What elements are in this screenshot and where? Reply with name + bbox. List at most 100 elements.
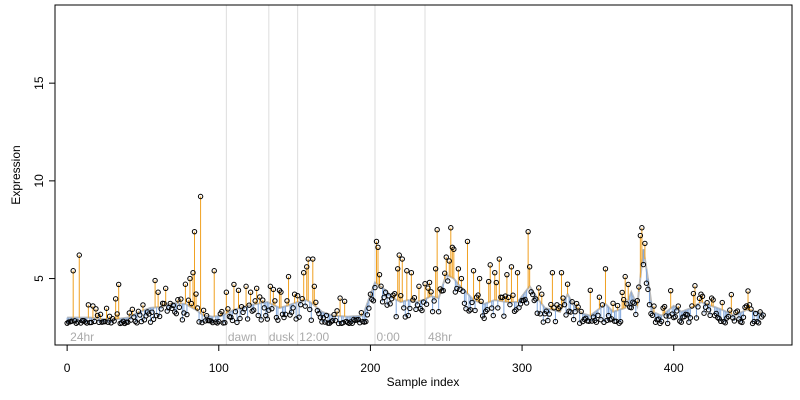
- data-point: [395, 266, 401, 272]
- data-point: [549, 270, 556, 276]
- data-point: [690, 290, 697, 297]
- annotation-label: 24hr: [70, 330, 94, 344]
- data-point: [440, 287, 446, 294]
- data-point: [663, 313, 669, 319]
- annotation-label: 0:00: [376, 330, 400, 344]
- data-point: [728, 291, 735, 298]
- data-point: [363, 318, 369, 325]
- data-point: [103, 305, 110, 311]
- x-axis-title: Sample index: [387, 375, 460, 389]
- data-point: [476, 275, 483, 282]
- data-point: [428, 289, 434, 295]
- data-point: [445, 278, 451, 284]
- data-point: [501, 313, 507, 319]
- data-point: [664, 320, 671, 327]
- data-point: [526, 264, 533, 270]
- data-point: [241, 306, 248, 312]
- data-point: [404, 268, 410, 274]
- data-point: [496, 256, 503, 262]
- data-point: [200, 307, 207, 314]
- data-point: [560, 295, 566, 301]
- data-point: [408, 270, 415, 276]
- data-point: [396, 252, 402, 258]
- data-point: [625, 281, 631, 288]
- data-point: [158, 306, 164, 312]
- event-annotations: 24hr dawn dusk 12:00 0:00 48hr: [70, 330, 452, 344]
- data-point: [253, 285, 260, 292]
- data-point: [314, 307, 321, 314]
- data-point: [548, 301, 554, 308]
- data-point: [672, 313, 678, 320]
- data-point: [129, 306, 136, 313]
- data-point: [302, 303, 308, 309]
- data-point: [730, 315, 736, 321]
- data-point: [232, 309, 239, 315]
- data-point: [429, 308, 436, 315]
- data-point: [260, 297, 266, 303]
- data-point: [219, 308, 225, 315]
- fitted-curve: [67, 249, 764, 321]
- data-point: [514, 270, 521, 276]
- data-point: [490, 312, 496, 319]
- data-point: [372, 284, 378, 291]
- data-point: [122, 320, 128, 327]
- data-point: [267, 283, 274, 290]
- data-point: [307, 306, 313, 313]
- data-point: [469, 299, 475, 306]
- data-point: [624, 301, 630, 307]
- data-point: [246, 302, 252, 308]
- data-point: [197, 193, 204, 200]
- annotation-label: 48hr: [428, 330, 452, 344]
- data-point: [346, 320, 352, 327]
- data-point: [382, 289, 389, 295]
- data-point: [493, 279, 499, 286]
- data-point: [211, 268, 217, 274]
- data-point: [188, 300, 195, 307]
- data-point: [740, 314, 747, 320]
- data-point: [173, 310, 180, 317]
- data-point: [718, 318, 724, 324]
- x-tick-label: 0: [64, 361, 71, 375]
- data-point: [684, 312, 691, 318]
- data-point: [269, 305, 275, 312]
- data-point: [502, 293, 509, 299]
- data-point: [620, 296, 627, 303]
- data-point: [489, 305, 495, 311]
- data-point: [411, 295, 418, 301]
- data-point: [310, 256, 316, 262]
- data-point: [214, 320, 220, 326]
- data-point: [458, 275, 465, 282]
- data-point: [387, 301, 393, 307]
- data-point: [225, 306, 231, 312]
- data-point: [284, 298, 290, 304]
- data-point: [531, 297, 537, 304]
- data-point: [648, 310, 654, 317]
- data-point: [296, 314, 302, 320]
- data-point: [264, 316, 271, 322]
- data-point: [724, 315, 730, 321]
- data-point: [419, 307, 425, 314]
- data-point: [414, 302, 421, 308]
- data-point: [658, 318, 665, 325]
- data-point: [595, 312, 601, 319]
- data-point: [176, 304, 183, 311]
- y-axis-title: Expression: [9, 145, 23, 204]
- data-point: [536, 285, 542, 291]
- data-point: [423, 301, 430, 307]
- data-point: [294, 292, 301, 299]
- data-point: [610, 300, 616, 306]
- data-point: [308, 317, 314, 323]
- data-point: [244, 316, 251, 322]
- data-point: [719, 299, 725, 306]
- x-tick-label: 200: [360, 361, 380, 375]
- data-point: [674, 308, 680, 314]
- data-point: [366, 305, 372, 311]
- data-point: [140, 302, 146, 308]
- data-point: [300, 270, 307, 276]
- data-point: [126, 310, 133, 316]
- data-point: [710, 297, 716, 303]
- data-point: [678, 319, 684, 325]
- data-point: [261, 305, 267, 311]
- data-point: [369, 296, 375, 302]
- data-point: [191, 228, 198, 235]
